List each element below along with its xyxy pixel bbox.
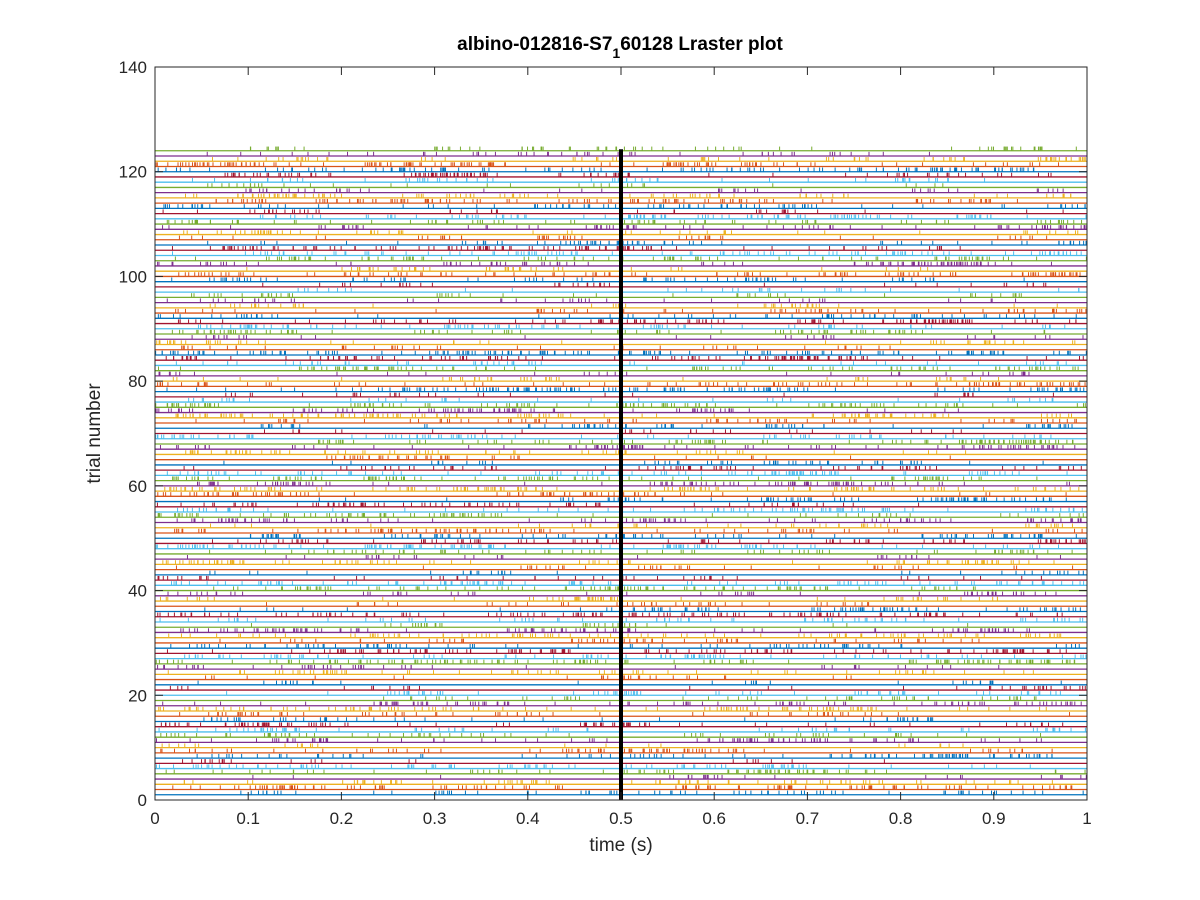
title-rest: 60128 Lraster plot xyxy=(620,34,783,55)
chart-title: albino-012816-S7160128 Lraster plot xyxy=(457,34,783,61)
title-main: albino-012816-S7 xyxy=(457,34,612,55)
spike-ticks xyxy=(154,146,1088,795)
title-subscript: 1 xyxy=(612,45,620,61)
